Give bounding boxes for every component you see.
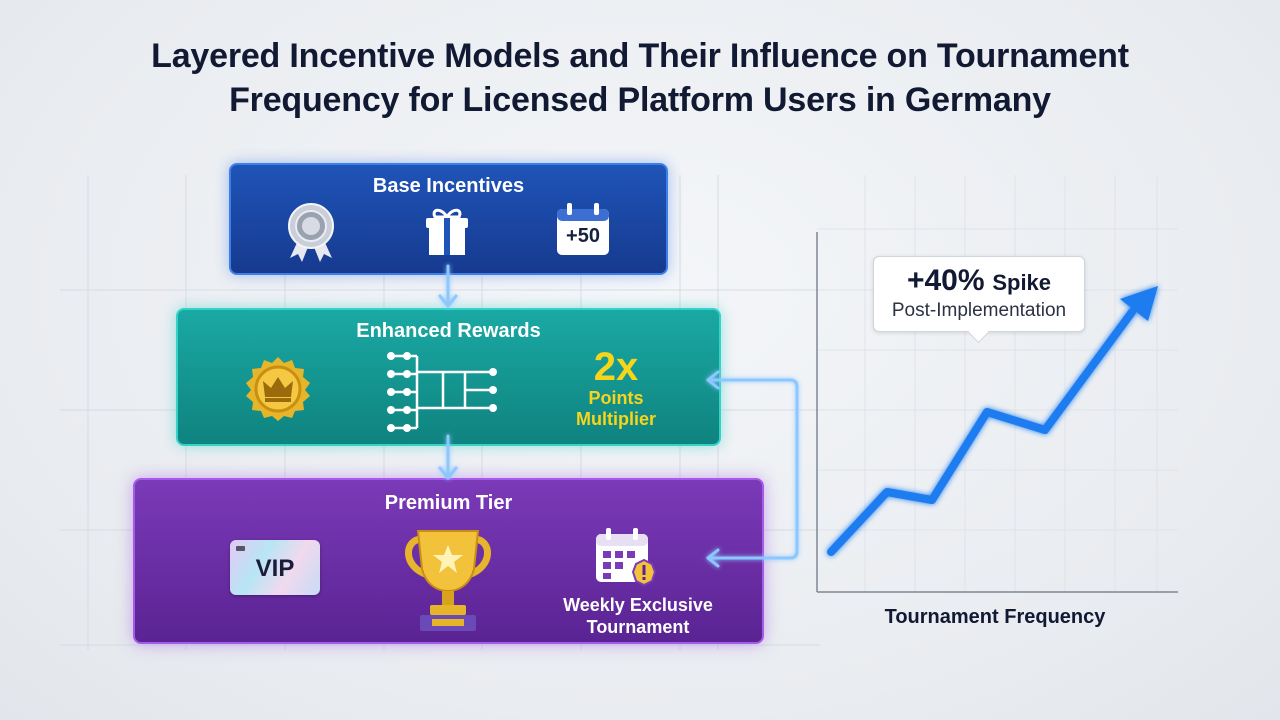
- bracket-tree-icon: [387, 352, 497, 432]
- multiplier-value: 2x: [593, 345, 639, 389]
- award-ribbon-icon: [288, 203, 334, 262]
- page-title: Layered Incentive Models and Their Influ…: [0, 34, 1280, 122]
- x-axis-label: Tournament Frequency: [884, 606, 1106, 628]
- multiplier-line-2: Multiplier: [576, 409, 656, 429]
- chart-grid: [817, 175, 1178, 592]
- calendar-alert-icon: [596, 528, 657, 587]
- spike-subtitle: Post-Implementation: [891, 300, 1067, 321]
- trophy-icon: [405, 530, 491, 631]
- card-chip-icon: [236, 546, 245, 551]
- points-multiplier: 2x Points Multiplier: [560, 346, 672, 430]
- trend-arrowhead: [1120, 286, 1158, 321]
- title-line-2: Frequency for Licensed Platform Users in…: [229, 81, 1051, 119]
- weekly-exclusive-label: Weekly Exclusive Tournament: [528, 594, 748, 638]
- title-line-1: Layered Incentive Models and Their Influ…: [151, 37, 1129, 75]
- spike-callout: +40% Spike Post-Implementation: [873, 256, 1085, 332]
- calendar-bonus-icon: +50: [555, 201, 611, 257]
- spike-word: Spike: [992, 270, 1052, 295]
- weekly-line-2: Tournament: [586, 617, 690, 637]
- enhanced-rewards-title: Enhanced Rewards: [356, 320, 541, 342]
- vip-card-icon: VIP: [230, 540, 320, 595]
- crown-medal-icon: [246, 357, 310, 421]
- multiplier-line-1: Points: [588, 388, 644, 408]
- vip-label: VIP: [255, 555, 295, 582]
- premium-tier-title: Premium Tier: [384, 492, 513, 514]
- calendar-bonus-label: +50: [566, 225, 600, 247]
- spike-value: +40%: [906, 264, 985, 297]
- base-incentives-title: Base Incentives: [372, 175, 525, 197]
- weekly-line-1: Weekly Exclusive: [563, 595, 713, 615]
- gift-box-icon: [426, 208, 468, 255]
- trend-line: [827, 286, 1158, 556]
- enhanced-rewards-panel: Enhanced Rewards: [176, 308, 721, 446]
